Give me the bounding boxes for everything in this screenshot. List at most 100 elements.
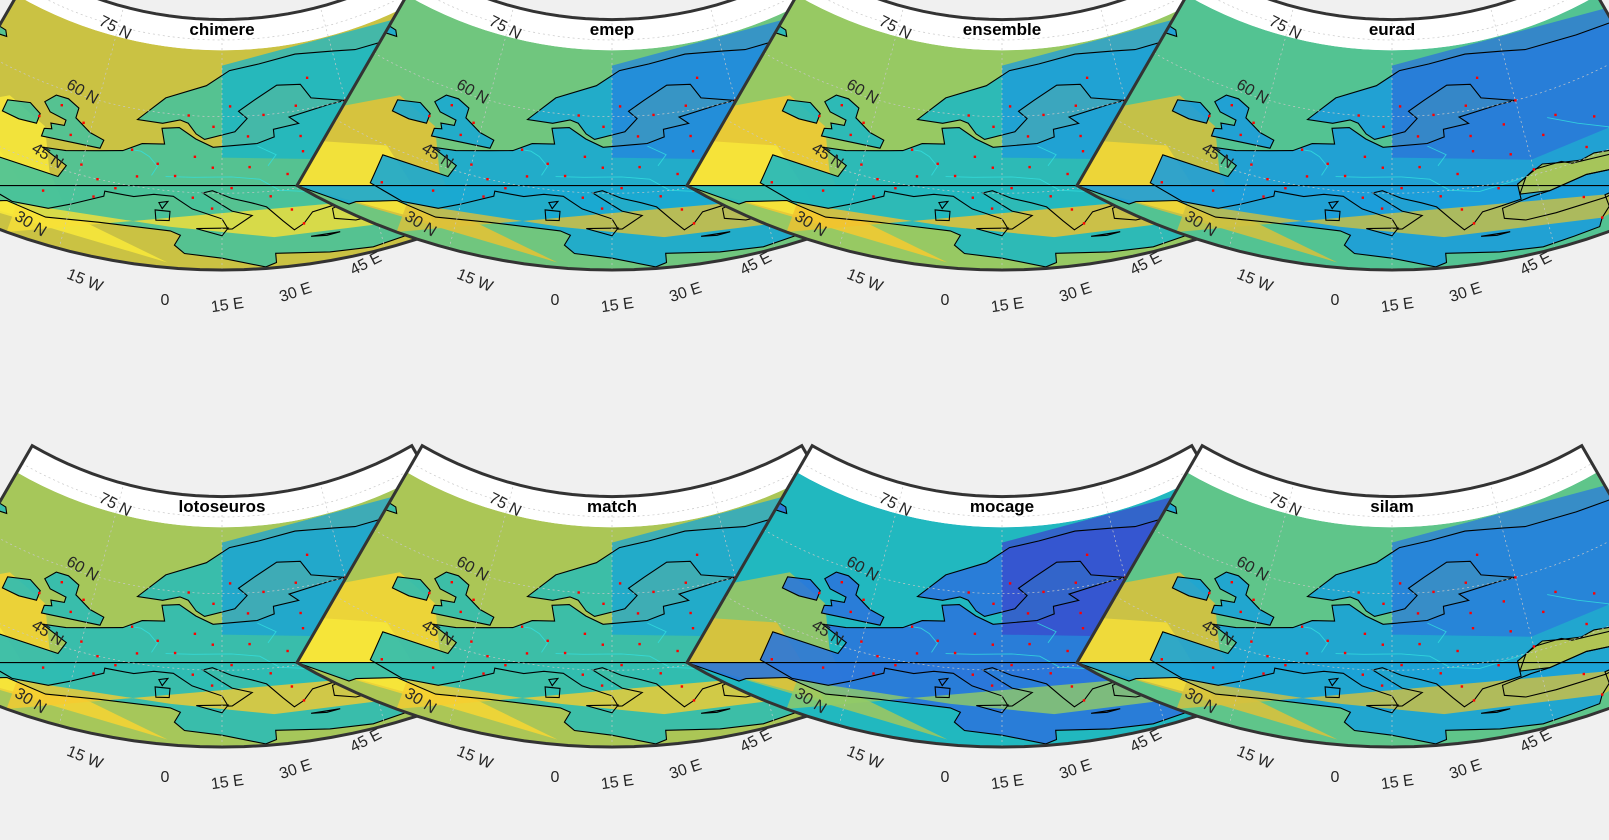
coastline (1171, 576, 1211, 601)
coastline (1328, 677, 1340, 687)
station-marker (173, 651, 177, 655)
station-marker (894, 664, 897, 667)
station-marker (1070, 685, 1074, 688)
station-marker (1439, 195, 1442, 198)
station-marker (114, 664, 117, 667)
station-marker (428, 591, 431, 595)
station-marker (1400, 186, 1403, 190)
panel-title: lotoseuros (179, 497, 266, 516)
river-line (127, 148, 158, 176)
coastline (934, 209, 951, 222)
station-marker (601, 166, 604, 169)
station-marker (69, 133, 72, 137)
station-marker (602, 602, 605, 605)
coastline (586, 704, 620, 714)
lon-tick-label: 0 (941, 769, 950, 786)
station-marker (1554, 113, 1557, 117)
lon-tick-label: 15 W (64, 266, 106, 296)
station-marker (1085, 553, 1089, 556)
panel-title: emep (590, 20, 634, 39)
coastline (781, 99, 821, 124)
station-marker (840, 581, 843, 584)
meridian-gridline (1489, 483, 1556, 726)
station-marker (770, 658, 773, 661)
coastline (820, 571, 885, 626)
station-marker (1472, 699, 1476, 702)
station-marker (1439, 672, 1442, 675)
station-marker (80, 640, 83, 643)
lon-tick-label: 0 (1331, 769, 1340, 786)
station-marker (1070, 208, 1074, 211)
station-marker (1532, 168, 1536, 171)
station-marker (1464, 104, 1467, 107)
station-marker (1418, 165, 1421, 169)
station-marker (262, 590, 265, 594)
station-marker (1554, 590, 1557, 594)
coastline (158, 200, 170, 210)
station-marker (302, 699, 306, 702)
station-marker (520, 625, 524, 628)
coastline (586, 227, 620, 237)
station-marker (600, 207, 604, 210)
panel-title: chimere (189, 20, 254, 39)
coastline (196, 704, 230, 714)
station-marker (1343, 651, 1347, 655)
coastline (1149, 21, 1609, 231)
station-marker (689, 611, 692, 615)
panel-title: match (587, 497, 637, 516)
river-line (1547, 117, 1609, 135)
station-marker (1081, 627, 1085, 630)
station-marker (1250, 640, 1253, 643)
lon-tick-label: 0 (551, 292, 560, 309)
station-marker (821, 189, 825, 192)
coastline (701, 231, 731, 237)
station-marker (210, 207, 214, 210)
lon-tick-label: 30 E (1057, 280, 1094, 306)
station-marker (299, 611, 302, 615)
station-marker (971, 196, 974, 199)
coastline (391, 99, 431, 124)
river-line (517, 625, 548, 653)
station-marker (450, 104, 453, 107)
station-marker (1601, 693, 1604, 696)
parallel-gridline (1115, 118, 1609, 194)
station-marker (228, 105, 232, 108)
station-marker (305, 76, 309, 79)
station-marker (1079, 134, 1082, 138)
station-marker (472, 121, 475, 124)
coastline (1366, 227, 1400, 237)
station-marker (618, 582, 622, 585)
station-marker (583, 632, 587, 635)
station-marker (936, 162, 939, 165)
coastline (154, 209, 171, 222)
station-marker (1284, 187, 1287, 190)
station-marker (1082, 222, 1086, 225)
station-marker (1357, 591, 1360, 594)
station-marker (135, 175, 139, 178)
station-marker (1418, 642, 1421, 646)
parallel-gridline (335, 595, 889, 671)
station-marker (971, 673, 974, 676)
station-marker (676, 649, 679, 653)
coastline (1091, 231, 1121, 237)
station-marker (581, 196, 584, 199)
station-marker (860, 640, 863, 643)
station-marker (1239, 610, 1242, 614)
coastline (548, 677, 560, 687)
coastline (1516, 625, 1609, 672)
station-marker (1074, 581, 1077, 584)
station-marker (695, 553, 699, 556)
station-marker (602, 125, 605, 128)
station-marker (1593, 115, 1596, 118)
station-marker (652, 113, 655, 117)
river-line (1297, 148, 1328, 176)
lon-tick-label: 0 (551, 769, 560, 786)
station-marker (1456, 172, 1459, 176)
lon-tick-label: 15 E (990, 772, 1025, 793)
station-marker (1464, 581, 1467, 584)
river-line (1335, 651, 1531, 670)
station-marker (1471, 627, 1475, 630)
station-marker (525, 175, 529, 178)
station-marker (211, 643, 214, 646)
station-marker (652, 590, 655, 594)
